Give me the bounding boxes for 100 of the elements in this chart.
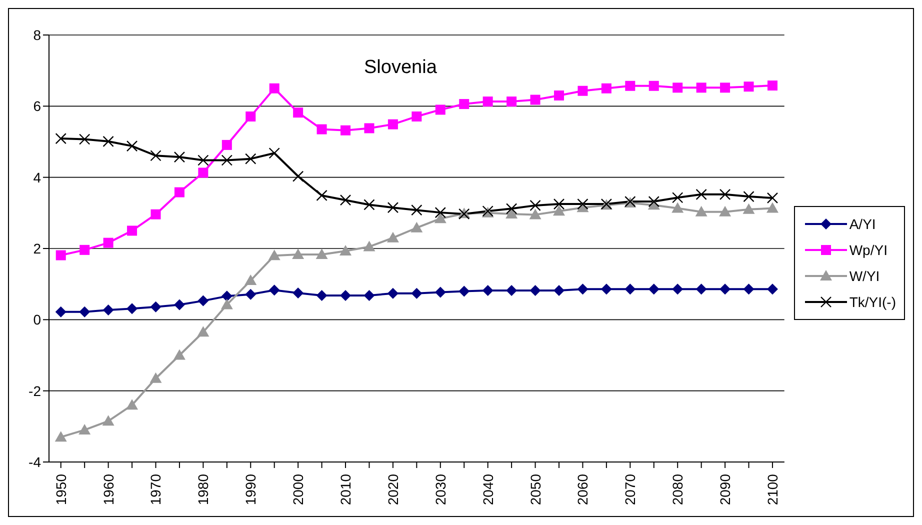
point [412,111,422,122]
point [173,349,186,360]
point [696,284,707,295]
point [434,212,446,224]
point [766,284,778,295]
point [245,153,256,164]
point [102,136,114,147]
x-tick-label: 2090 [717,474,734,506]
point [434,286,446,298]
point [340,290,352,301]
x-tick-label: 2040 [480,474,496,506]
point [222,140,232,150]
point [577,284,588,295]
y-tick-label: 2 [33,240,42,256]
point [150,301,162,312]
point [126,303,138,314]
point [78,134,90,145]
point [292,248,304,260]
point [411,204,422,216]
point [435,104,446,115]
point [648,196,660,208]
point [103,238,114,248]
point [410,222,423,232]
point [126,399,138,410]
x-tick-label: 2050 [527,474,544,506]
point [696,82,706,93]
point [78,424,91,434]
point [126,140,138,152]
point [268,284,280,296]
point [102,415,114,426]
point [54,431,67,442]
point [411,288,422,299]
text: Slovenia [364,57,437,79]
point [388,119,398,130]
point [364,290,375,301]
point [245,288,256,300]
point [316,190,328,202]
y-tick-label: 0 [33,312,42,328]
x-tick-label: 2010 [338,474,354,506]
point [387,202,399,214]
point [197,326,210,337]
point [386,232,399,242]
point [696,188,707,200]
point [672,192,684,204]
point [530,200,541,212]
y-tick-label: -4 [28,454,42,470]
point [127,226,138,236]
point [150,372,162,383]
point [55,132,66,144]
point [340,125,351,136]
x-tick-label: 1980 [195,474,212,506]
x-tick-label: 2000 [290,474,306,506]
point [552,205,565,216]
point [246,111,256,122]
point [506,203,518,214]
point [316,248,328,260]
point [553,198,565,210]
point [387,288,398,299]
point [150,150,162,162]
point [56,250,66,260]
point [672,202,684,213]
x-tick-label: 2100 [764,474,780,506]
point [530,94,540,105]
y-tick-label: 8 [33,26,42,43]
y-tick-label: 6 [33,98,42,114]
point [506,96,517,107]
point [316,290,328,301]
x-tick-label: 2020 [384,474,401,506]
point [553,284,564,296]
point [506,284,518,296]
point [742,203,755,214]
point [220,298,233,310]
point [198,295,209,306]
point [364,199,375,210]
x-tick-label: 1960 [100,474,116,506]
point [198,168,208,178]
point [601,83,612,94]
point [79,306,90,318]
point [743,284,754,295]
point [695,206,708,216]
point [150,209,161,220]
point [482,284,494,296]
point [268,148,280,159]
point [316,124,327,134]
point [648,80,659,91]
point [744,82,754,92]
point [102,304,114,316]
point [482,96,493,107]
legend-label: Wp/YI [849,242,888,258]
point [624,284,636,295]
legend-label: Tk/YI(-) [849,294,896,310]
point [174,151,186,163]
point [554,90,564,100]
x-tick-label: 2080 [670,474,686,506]
point [221,290,232,302]
point [55,306,66,318]
y-tick-label: -2 [28,382,42,399]
point [719,206,732,216]
point [766,202,778,213]
point [459,99,470,110]
